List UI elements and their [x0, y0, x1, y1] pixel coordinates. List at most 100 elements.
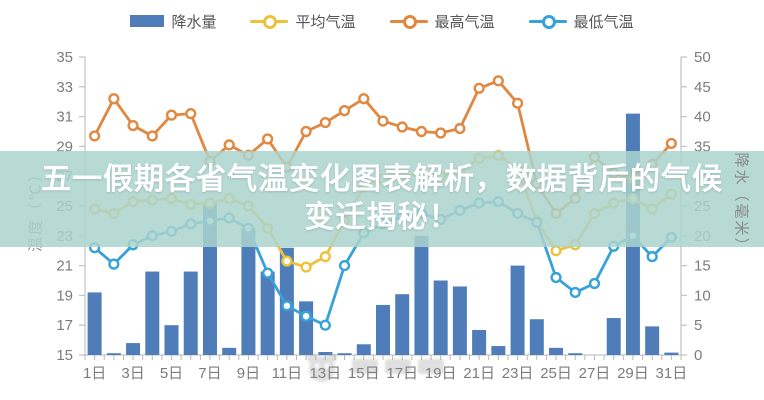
precipitation-bar [222, 347, 237, 355]
precipitation-bar [664, 352, 679, 355]
data-point-marker [262, 133, 274, 145]
legend-label: 最低气温 [573, 13, 634, 31]
left-tick-label: 31 [56, 109, 73, 126]
x-tick-label: 25日 [540, 365, 572, 382]
precipitation-bar [164, 325, 179, 355]
data-point-marker [108, 93, 120, 105]
data-point-marker [319, 319, 331, 331]
data-point-marker [185, 108, 197, 120]
x-tick-label: 31日 [656, 365, 688, 382]
data-point-marker [165, 109, 178, 121]
legend-label: 降水量 [171, 13, 217, 31]
legend-label: 平均气温 [295, 13, 356, 31]
data-point-marker [146, 130, 158, 142]
right-tick-label: 10 [694, 287, 711, 304]
precipitation-bar [337, 353, 352, 355]
data-point-marker [108, 258, 120, 270]
right-tick-label: 0 [694, 347, 702, 364]
data-point-marker [492, 75, 504, 87]
x-tick-label: 11日 [272, 365, 303, 382]
precipitation-bar [606, 318, 621, 355]
right-tick-label: 40 [694, 109, 711, 126]
left-tick-label: 35 [56, 49, 73, 66]
precipitation-bar [452, 286, 467, 355]
precipitation-bar [318, 352, 333, 355]
data-point-marker [396, 121, 408, 133]
right-tick-label: 5 [694, 317, 702, 334]
data-point-marker [511, 97, 524, 109]
legend-item-precipitation: 降水量 [130, 11, 216, 32]
data-point-marker [89, 130, 101, 142]
precipitation-bar [529, 319, 544, 355]
data-point-marker [281, 255, 293, 267]
left-tick-label: 17 [56, 317, 73, 334]
avg-temp-line-swatch-icon [250, 15, 289, 29]
left-tick-label: 19 [56, 287, 73, 304]
precipitation-bar [299, 301, 314, 355]
x-tick-label: 3日 [121, 365, 144, 382]
legend-item-avg-temp: 平均气温 [250, 11, 356, 32]
legend-label: 最高气温 [434, 13, 495, 31]
precipitation-bar [510, 265, 525, 355]
precipitation-bar [568, 353, 583, 355]
data-point-marker [646, 251, 658, 263]
precipitation-bars [87, 113, 679, 356]
data-point-marker [358, 93, 370, 105]
precipitation-bar-swatch-icon [130, 15, 165, 27]
right-tick-label: 15 [694, 258, 711, 275]
legend-item-max-temp: 最高气温 [389, 11, 495, 32]
legend-item-min-temp: 最低气温 [528, 11, 634, 32]
precipitation-bar [87, 292, 102, 355]
data-point-marker [415, 125, 428, 138]
data-point-marker [588, 277, 601, 290]
x-tick-label: 5日 [160, 365, 183, 382]
precipitation-bar [645, 326, 660, 355]
right-tick-label: 45 [694, 79, 711, 96]
data-point-marker [665, 137, 677, 150]
precipitation-bar [472, 329, 487, 355]
x-tick-label: 21日 [463, 365, 495, 382]
data-point-marker [338, 105, 351, 117]
precipitation-bar [106, 353, 121, 355]
right-tick-label: 50 [694, 49, 711, 66]
x-tick-label: 29日 [617, 365, 649, 382]
precipitation-bar [241, 228, 256, 355]
x-tick-label: 27日 [579, 365, 611, 382]
watermark [307, 353, 444, 382]
data-point-marker [454, 122, 466, 135]
precipitation-bar [183, 271, 198, 355]
data-point-marker [127, 119, 139, 132]
data-point-marker [473, 82, 485, 94]
data-point-marker [377, 115, 389, 127]
data-point-marker [262, 267, 274, 279]
precipitation-bar [145, 271, 160, 355]
data-point-marker [281, 300, 293, 312]
left-tick-label: 33 [56, 79, 73, 96]
data-point-marker [550, 271, 562, 284]
precipitation-bar [491, 346, 506, 355]
precipitation-bar [260, 271, 275, 355]
precipitation-bar [549, 347, 564, 355]
precipitation-bar [395, 294, 410, 355]
headline-banner: 五一假期各省气温变化图表解析，数据背后的气候 变迁揭秘！ [0, 151, 764, 247]
data-point-marker [435, 127, 447, 139]
x-tick-label: 9日 [237, 365, 260, 382]
data-point-marker [300, 261, 312, 273]
chart-legend: 降水量 平均气温 最高气温 最低气温 [0, 8, 764, 34]
precipitation-bar [126, 343, 141, 355]
data-point-marker [338, 260, 351, 272]
left-tick-label: 15 [56, 347, 73, 364]
min-temp-line-swatch-icon [528, 15, 567, 29]
data-point-marker [319, 251, 331, 263]
x-tick-label: 1日 [83, 365, 106, 382]
data-point-marker [550, 245, 562, 257]
left-tick-label: 21 [56, 258, 73, 275]
data-point-marker [300, 125, 312, 138]
precipitation-bar [376, 304, 390, 355]
data-point-marker [300, 310, 312, 322]
data-point-marker [223, 139, 235, 151]
precipitation-bar [433, 280, 448, 355]
x-tick-label: 23日 [502, 365, 534, 382]
data-point-marker [569, 286, 581, 299]
